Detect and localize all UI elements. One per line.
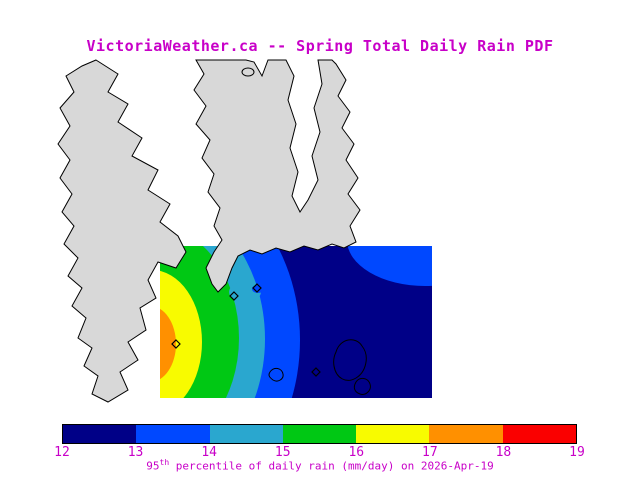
colorbar-segment-17-18 bbox=[429, 425, 503, 443]
contour-band-blue-northeast bbox=[347, 246, 432, 286]
landmass-west bbox=[57, 59, 187, 403]
caption-superscript: th bbox=[159, 458, 170, 467]
colorbar-tick-label: 19 bbox=[569, 445, 585, 460]
colorbar-segment-16-17 bbox=[356, 425, 430, 443]
station-marker bbox=[229, 291, 239, 301]
colorbar bbox=[62, 424, 577, 444]
station-marker bbox=[171, 339, 181, 349]
small-island bbox=[241, 67, 255, 77]
caption: 95th percentile of daily rain (mm/day) o… bbox=[0, 458, 640, 473]
island-outline bbox=[353, 377, 371, 395]
colorbar-tick-label: 14 bbox=[201, 445, 217, 460]
colorbar-tick-label: 16 bbox=[348, 445, 365, 460]
caption-prefix: 95 bbox=[146, 459, 160, 473]
colorbar-segment-13-14 bbox=[136, 425, 210, 443]
page-title: VictoriaWeather.ca -- Spring Total Daily… bbox=[86, 37, 554, 55]
island-outline bbox=[268, 367, 284, 382]
contour-spot-blue bbox=[252, 285, 264, 293]
station-marker bbox=[252, 283, 262, 293]
colorbar-segment-18-19 bbox=[502, 425, 576, 443]
colorbar-segment-12-13 bbox=[63, 425, 137, 443]
landmass-central bbox=[193, 59, 361, 293]
colorbar-tick-labels: 12 13 14 15 16 17 18 19 bbox=[54, 445, 585, 460]
colorbar-tick-label: 13 bbox=[127, 445, 144, 460]
station-marker bbox=[311, 367, 321, 377]
contour-band-orange bbox=[160, 308, 176, 380]
caption-rest: percentile of daily rain (mm/day) on 202… bbox=[169, 459, 494, 473]
colorbar-tick-label: 17 bbox=[422, 445, 438, 460]
island-outline bbox=[333, 339, 367, 381]
colorbar-segment-14-15 bbox=[209, 425, 283, 443]
colorbar-tick-label: 12 bbox=[54, 445, 70, 460]
colorbar-segment-15-16 bbox=[282, 425, 357, 443]
colorbar-tick-label: 18 bbox=[495, 445, 512, 460]
colorbar-tick-label: 15 bbox=[274, 445, 291, 460]
